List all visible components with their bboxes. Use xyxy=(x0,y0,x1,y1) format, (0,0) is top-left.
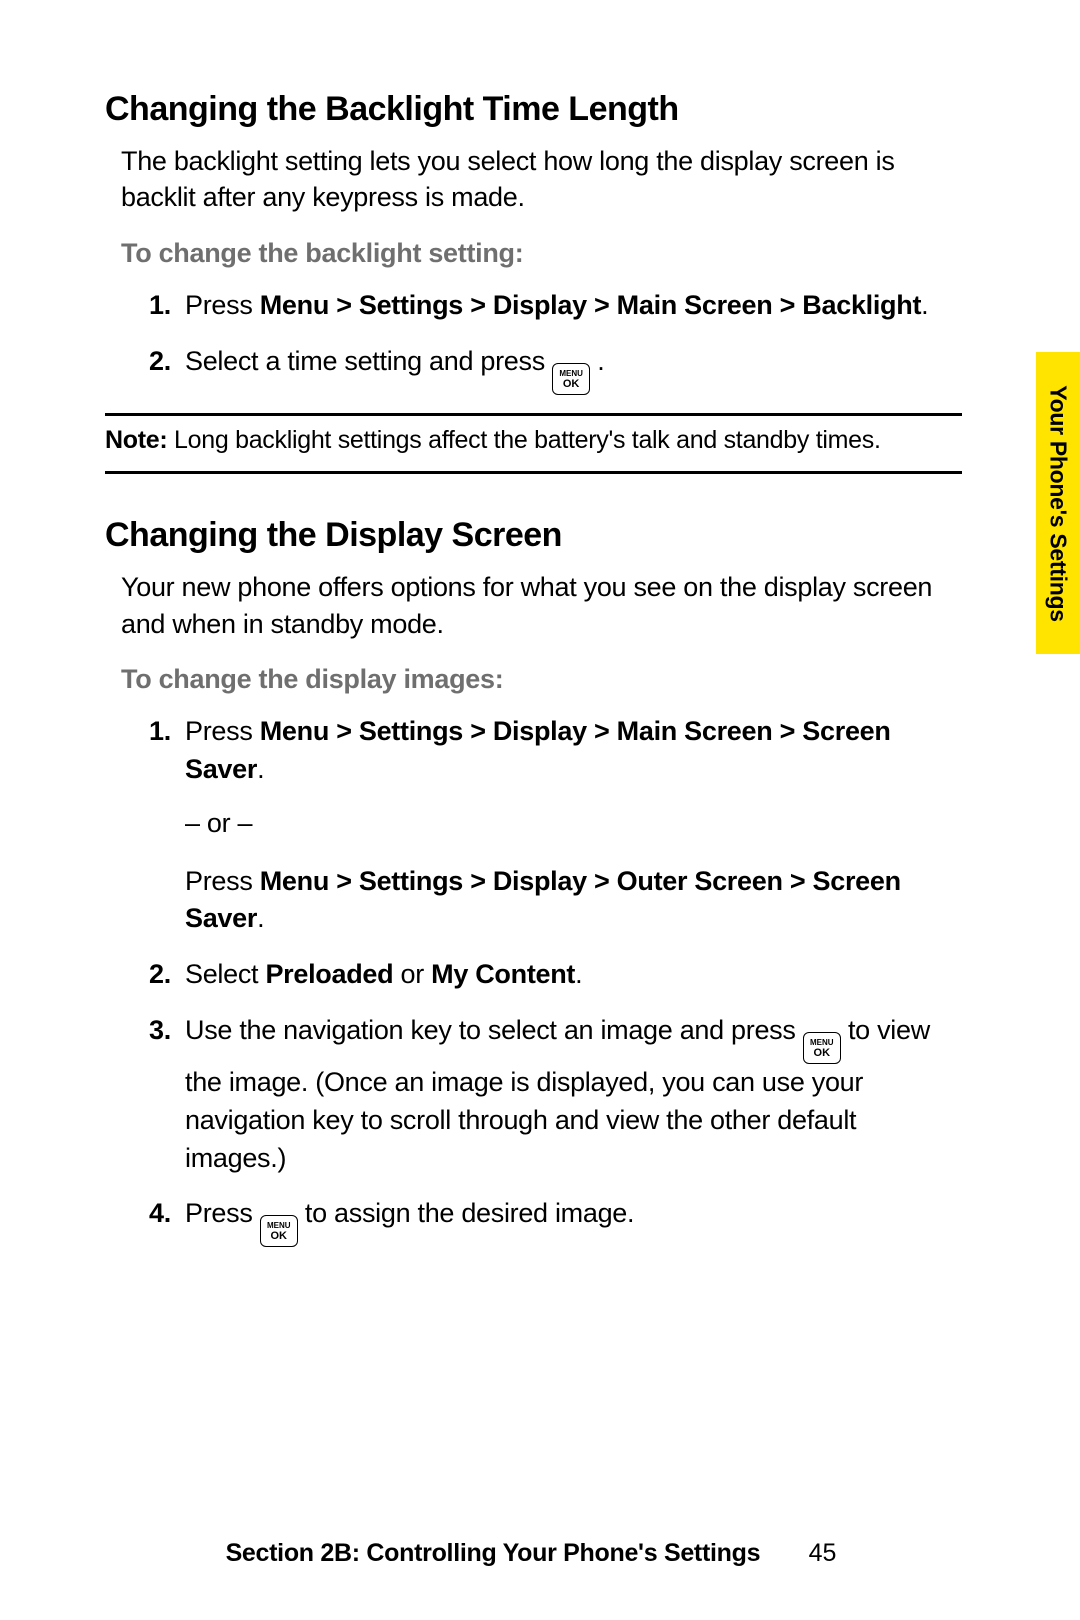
step-bold: Menu > Settings > Display > Main Screen … xyxy=(185,716,891,784)
body-display: Your new phone offers options for what y… xyxy=(121,569,962,642)
step-bold: My Content xyxy=(431,959,575,989)
note-label: Note: xyxy=(105,426,167,454)
step-text: . xyxy=(921,290,928,320)
step: 4. Press MENUOK to assign the desired im… xyxy=(149,1195,962,1247)
step: 3. Use the navigation key to select an i… xyxy=(149,1012,962,1177)
step-text: Select a time setting and press xyxy=(185,346,552,376)
step-text: . xyxy=(257,754,264,784)
step-text: . xyxy=(575,959,582,989)
step-number: 1. xyxy=(149,287,171,325)
heading-display: Changing the Display Screen xyxy=(105,516,962,555)
menu-ok-icon: MENUOK xyxy=(803,1032,841,1064)
note: Note: Long backlight settings affect the… xyxy=(105,424,962,458)
step-text: . xyxy=(590,346,604,376)
steps-display: 1. Press Menu > Settings > Display > Mai… xyxy=(149,713,962,1247)
step-text: Press xyxy=(185,290,260,320)
body-backlight: The backlight setting lets you select ho… xyxy=(121,143,962,216)
step-number: 4. xyxy=(149,1195,171,1233)
step-text: Select xyxy=(185,959,265,989)
note-body: Long backlight settings affect the batte… xyxy=(167,426,880,454)
step-number: 2. xyxy=(149,956,171,994)
rule xyxy=(105,413,962,416)
step-text: or xyxy=(393,959,431,989)
step-bold: Menu > Settings > Display > Main Screen … xyxy=(260,290,921,320)
step-bold: Menu > Settings > Display > Outer Screen… xyxy=(185,866,901,934)
heading-backlight: Changing the Backlight Time Length xyxy=(105,90,962,129)
step-text: to assign the desired image. xyxy=(298,1198,635,1228)
step-text: Use the navigation key to select an imag… xyxy=(185,1015,803,1045)
subhead-display: To change the display images: xyxy=(121,664,962,695)
side-tab-label: Your Phone's Settings xyxy=(1045,385,1072,621)
step-number: 2. xyxy=(149,343,171,381)
step: 2. Select Preloaded or My Content. xyxy=(149,956,962,994)
footer-page-number: 45 xyxy=(809,1539,837,1567)
step-text: Press xyxy=(185,1198,260,1228)
step-text: Press xyxy=(185,866,260,896)
step: 1. Press Menu > Settings > Display > Mai… xyxy=(149,713,962,938)
step-number: 1. xyxy=(149,713,171,751)
or-separator: – or – xyxy=(185,805,962,843)
rule xyxy=(105,471,962,474)
steps-backlight: 1. Press Menu > Settings > Display > Mai… xyxy=(149,287,962,395)
footer-section: Section 2B: Controlling Your Phone's Set… xyxy=(226,1539,761,1567)
step: 1. Press Menu > Settings > Display > Mai… xyxy=(149,287,962,325)
manual-page: Changing the Backlight Time Length The b… xyxy=(0,0,1080,1620)
step: 2. Select a time setting and press MENUO… xyxy=(149,343,962,395)
step-text: . xyxy=(257,903,264,933)
step-bold: Preloaded xyxy=(265,959,393,989)
page-footer: Section 2B: Controlling Your Phone's Set… xyxy=(0,1539,1080,1568)
step-number: 3. xyxy=(149,1012,171,1050)
menu-ok-icon: MENUOK xyxy=(260,1215,298,1247)
menu-ok-icon: MENUOK xyxy=(552,363,590,395)
side-tab: Your Phone's Settings xyxy=(1036,352,1080,654)
step-text: Press xyxy=(185,716,260,746)
subhead-backlight: To change the backlight setting: xyxy=(121,238,962,269)
